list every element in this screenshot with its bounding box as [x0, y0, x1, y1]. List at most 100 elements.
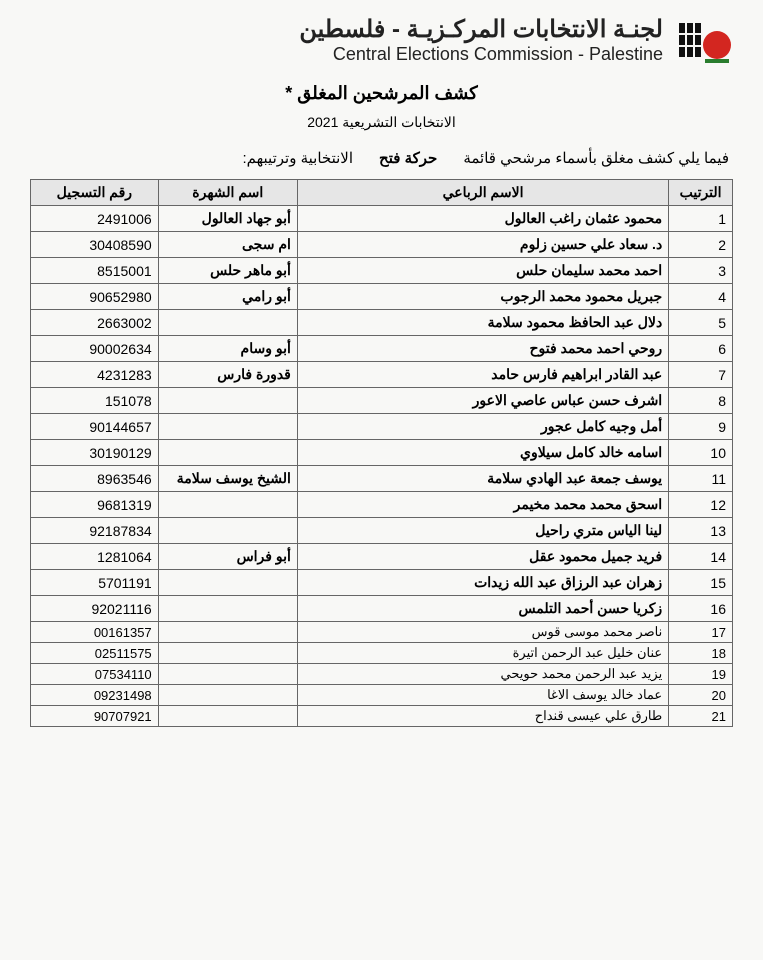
col-reg: رقم التسجيل [31, 180, 159, 206]
table-body-small: 17ناصر محمد موسى قوس0016135718عنان خليل … [31, 622, 733, 727]
cell-nickname: أبو رامي [158, 284, 297, 310]
col-name: الاسم الرباعي [297, 180, 668, 206]
cell-name: يزيد عبد الرحمن محمد حويحي [297, 664, 668, 685]
table-row: 20عماد خالد يوسف الاغا09231498 [31, 685, 733, 706]
cell-reg: 9681319 [31, 492, 159, 518]
table-row: 21طارق علي عيسى قنداح90707921 [31, 706, 733, 727]
cell-order: 20 [669, 685, 733, 706]
cell-name: فريد جميل محمود عقل [297, 544, 668, 570]
cell-reg: 92187834 [31, 518, 159, 544]
org-name-en: Central Elections Commission - Palestine [30, 44, 663, 65]
candidates-table: الترتيب الاسم الرباعي اسم الشهرة رقم الت… [30, 179, 733, 727]
cell-order: 2 [669, 232, 733, 258]
intro-line: فيما يلي كشف مغلق بأسماء مرشحي قائمة حرك… [34, 149, 729, 167]
cell-name: زكريا حسن أحمد التلمس [297, 596, 668, 622]
cell-name: يوسف جمعة عبد الهادي سلامة [297, 466, 668, 492]
table-row: 11يوسف جمعة عبد الهادي سلامةالشيخ يوسف س… [31, 466, 733, 492]
cell-nickname [158, 492, 297, 518]
cell-order: 9 [669, 414, 733, 440]
cell-order: 10 [669, 440, 733, 466]
letterhead: لجنـة الانتخابات المركـزيـة - فلسطين Cen… [30, 15, 733, 65]
cell-order: 8 [669, 388, 733, 414]
cell-name: اسحق محمد محمد مخيمر [297, 492, 668, 518]
cell-name: دلال عبد الحافظ محمود سلامة [297, 310, 668, 336]
cell-name: ناصر محمد موسى قوس [297, 622, 668, 643]
document-title: كشف المرشحين المغلق * [30, 83, 733, 104]
document-subtitle: الانتخابات التشريعية 2021 [30, 114, 733, 131]
cell-nickname [158, 643, 297, 664]
cell-reg: 90707921 [31, 706, 159, 727]
cell-reg: 8963546 [31, 466, 159, 492]
cell-order: 4 [669, 284, 733, 310]
table-row: 1محمود عثمان راغب العالولأبو جهاد العالو… [31, 206, 733, 232]
table-row: 8اشرف حسن عباس عاصي الاعور 151078 [31, 388, 733, 414]
cell-name: اشرف حسن عباس عاصي الاعور [297, 388, 668, 414]
table-row: 15زهران عبد الرزاق عبد الله زيدات5701191 [31, 570, 733, 596]
cell-name: عنان خليل عبد الرحمن اتيرة [297, 643, 668, 664]
cell-order: 6 [669, 336, 733, 362]
cell-reg: 90652980 [31, 284, 159, 310]
table-row: 10اسامه خالد كامل سيلاوي 30190129 [31, 440, 733, 466]
cell-nickname [158, 685, 297, 706]
cell-name: عبد القادر ابراهيم فارس حامد [297, 362, 668, 388]
cell-reg: 1281064 [31, 544, 159, 570]
cell-nickname: أبو جهاد العالول [158, 206, 297, 232]
cell-nickname [158, 570, 297, 596]
cell-nickname [158, 518, 297, 544]
col-order: الترتيب [669, 180, 733, 206]
cell-order: 1 [669, 206, 733, 232]
cell-reg: 8515001 [31, 258, 159, 284]
cell-reg: 2663002 [31, 310, 159, 336]
cell-nickname [158, 596, 297, 622]
cell-nickname [158, 440, 297, 466]
table-row: 12اسحق محمد محمد مخيمر 9681319 [31, 492, 733, 518]
cell-reg: 90002634 [31, 336, 159, 362]
cell-name: لينا الياس متري راحيل [297, 518, 668, 544]
cell-reg: 02511575 [31, 643, 159, 664]
cell-order: 15 [669, 570, 733, 596]
cell-order: 7 [669, 362, 733, 388]
cell-reg: 92021116 [31, 596, 159, 622]
cell-nickname [158, 414, 297, 440]
cell-reg: 151078 [31, 388, 159, 414]
cell-reg: 2491006 [31, 206, 159, 232]
document-page: لجنـة الانتخابات المركـزيـة - فلسطين Cen… [0, 0, 763, 960]
table-row: 18عنان خليل عبد الرحمن اتيرة02511575 [31, 643, 733, 664]
cell-name: د. سعاد علي حسين زلوم [297, 232, 668, 258]
intro-prefix: فيما يلي كشف مغلق بأسماء مرشحي قائمة [463, 149, 729, 167]
cell-nickname [158, 388, 297, 414]
table-body-large: 1محمود عثمان راغب العالولأبو جهاد العالو… [31, 206, 733, 622]
table-row: 7عبد القادر ابراهيم فارس حامدقدورة فارس4… [31, 362, 733, 388]
cell-reg: 30408590 [31, 232, 159, 258]
cell-order: 12 [669, 492, 733, 518]
table-row: 6روحي احمد محمد فتوحأبو وسام90002634 [31, 336, 733, 362]
letterhead-text: لجنـة الانتخابات المركـزيـة - فلسطين Cen… [30, 15, 663, 65]
org-name-ar: لجنـة الانتخابات المركـزيـة - فلسطين [30, 15, 663, 44]
cell-nickname [158, 706, 297, 727]
cell-reg: 30190129 [31, 440, 159, 466]
cell-name: اسامه خالد كامل سيلاوي [297, 440, 668, 466]
cell-order: 17 [669, 622, 733, 643]
cell-reg: 07534110 [31, 664, 159, 685]
table-row: 17ناصر محمد موسى قوس00161357 [31, 622, 733, 643]
cell-name: روحي احمد محمد فتوح [297, 336, 668, 362]
cell-nickname [158, 664, 297, 685]
cell-name: احمد محمد سليمان حلس [297, 258, 668, 284]
cell-name: أمل وجيه كامل عجور [297, 414, 668, 440]
cell-nickname: ام سجى [158, 232, 297, 258]
cell-nickname [158, 310, 297, 336]
cell-order: 11 [669, 466, 733, 492]
table-row: 9أمل وجيه كامل عجور90144657 [31, 414, 733, 440]
cell-reg: 4231283 [31, 362, 159, 388]
table-row: 5دلال عبد الحافظ محمود سلامة 2663002 [31, 310, 733, 336]
cell-nickname [158, 622, 297, 643]
cell-order: 14 [669, 544, 733, 570]
table-row: 2د. سعاد علي حسين زلومام سجى30408590 [31, 232, 733, 258]
cell-nickname: أبو ماهر حلس [158, 258, 297, 284]
table-header-row: الترتيب الاسم الرباعي اسم الشهرة رقم الت… [31, 180, 733, 206]
cell-order: 5 [669, 310, 733, 336]
cell-name: جبريل محمود محمد الرجوب [297, 284, 668, 310]
cec-logo-icon [673, 15, 733, 65]
table-row: 16زكريا حسن أحمد التلمس92021116 [31, 596, 733, 622]
intro-list-name: حركة فتح [379, 149, 437, 167]
